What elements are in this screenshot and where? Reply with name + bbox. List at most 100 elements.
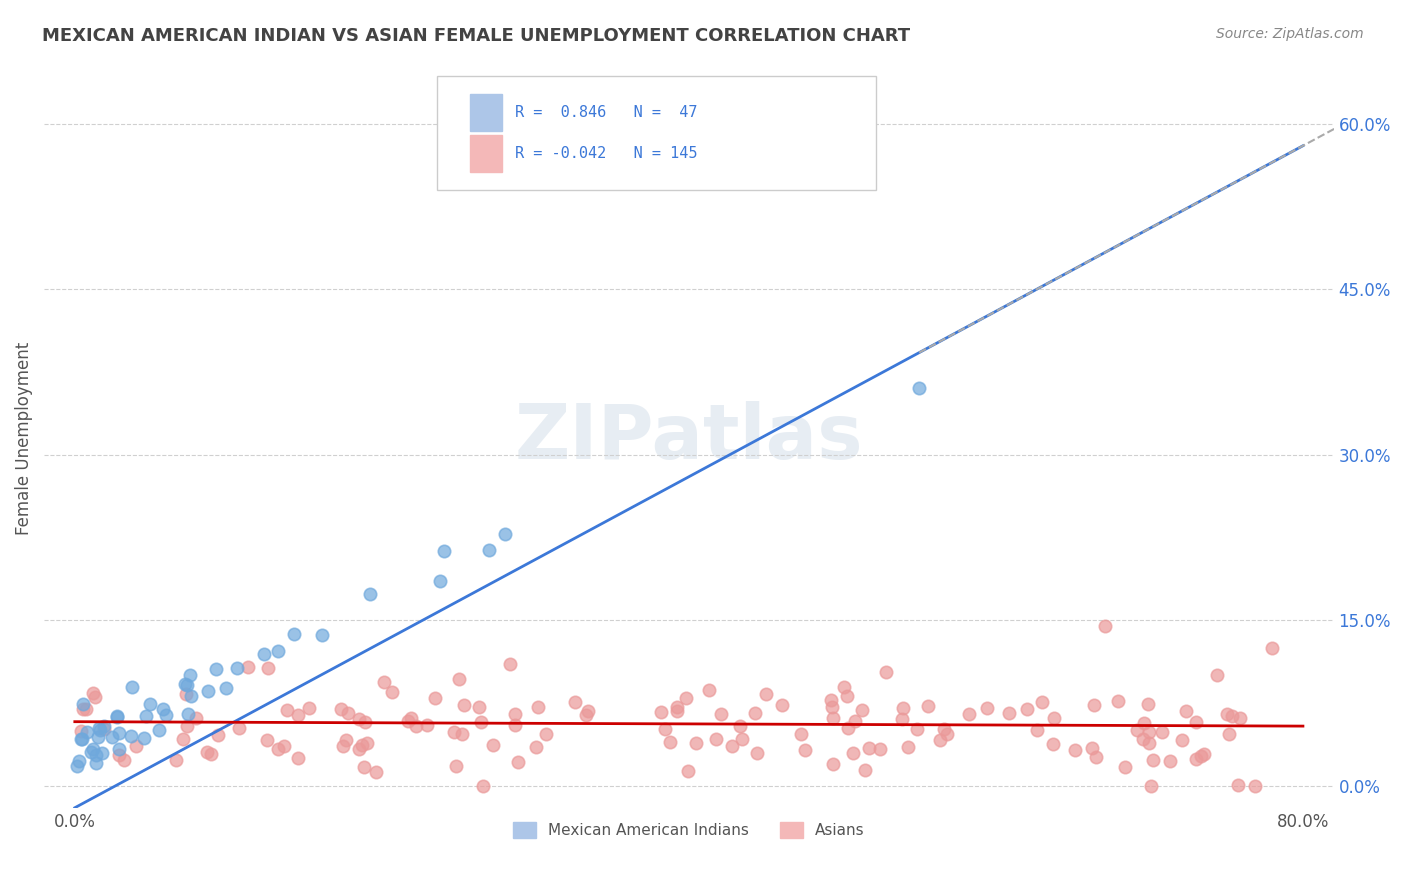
Point <box>347 712 370 726</box>
Point <box>564 695 586 709</box>
Point <box>957 707 980 722</box>
Point <box>256 733 278 747</box>
Point <box>470 715 492 730</box>
Point <box>93 722 115 736</box>
Point <box>997 706 1019 721</box>
Point <box>444 758 467 772</box>
Point <box>527 700 550 714</box>
Point <box>287 751 309 765</box>
Point <box>1216 707 1239 722</box>
Point <box>468 700 491 714</box>
Point <box>195 745 218 759</box>
Point <box>676 764 699 779</box>
Point <box>80 745 103 759</box>
Point <box>172 731 194 746</box>
Point <box>841 747 863 761</box>
Point <box>1184 714 1206 729</box>
Point <box>1043 711 1066 725</box>
Point <box>84 748 107 763</box>
Point <box>283 627 305 641</box>
Point <box>721 739 744 753</box>
Point <box>89 722 111 736</box>
Point <box>820 693 842 707</box>
Point <box>706 731 728 746</box>
Point <box>335 733 357 747</box>
Point <box>207 728 229 742</box>
Point <box>905 722 928 736</box>
Point <box>917 699 939 714</box>
Point <box>257 660 280 674</box>
FancyBboxPatch shape <box>437 76 876 191</box>
Point <box>155 707 177 722</box>
Point <box>350 738 373 752</box>
Point <box>447 672 470 686</box>
Point <box>499 657 522 672</box>
Point <box>844 714 866 728</box>
Point <box>891 712 914 726</box>
Point <box>730 731 752 746</box>
Point <box>1192 747 1215 762</box>
Point <box>125 739 148 753</box>
Point <box>267 644 290 658</box>
Point <box>1083 698 1105 713</box>
Point <box>891 700 914 714</box>
Point <box>112 753 135 767</box>
Point <box>453 698 475 713</box>
Point <box>744 706 766 720</box>
Point <box>793 743 815 757</box>
Point <box>82 686 104 700</box>
Point <box>534 727 557 741</box>
Legend: Mexican American Indians, Asians: Mexican American Indians, Asians <box>508 816 870 845</box>
Point <box>851 703 873 717</box>
Bar <box>470 135 502 172</box>
Point <box>1015 702 1038 716</box>
Point <box>1152 724 1174 739</box>
Point <box>728 719 751 733</box>
Point <box>1227 778 1250 792</box>
Point <box>1137 725 1160 739</box>
Point <box>482 738 505 752</box>
Point <box>267 742 290 756</box>
Point <box>665 704 688 718</box>
Point <box>108 742 131 756</box>
Point <box>472 779 495 793</box>
Point <box>932 723 955 737</box>
Point <box>176 706 198 721</box>
Point <box>215 681 238 695</box>
Point <box>1094 619 1116 633</box>
Point <box>148 723 170 738</box>
Point <box>1218 726 1240 740</box>
Point <box>276 703 298 717</box>
Point <box>174 677 197 691</box>
Point <box>87 730 110 744</box>
Point <box>659 735 682 749</box>
Point <box>238 660 260 674</box>
Point <box>1171 733 1194 747</box>
Point <box>138 697 160 711</box>
Point <box>1064 743 1087 757</box>
Point <box>253 647 276 661</box>
Point <box>654 722 676 736</box>
Text: Source: ZipAtlas.com: Source: ZipAtlas.com <box>1216 27 1364 41</box>
Bar <box>470 95 502 131</box>
Text: R =  0.846   N =  47: R = 0.846 N = 47 <box>515 105 697 120</box>
Point <box>1136 697 1159 711</box>
Point <box>179 668 201 682</box>
Point <box>1085 750 1108 764</box>
Point <box>1132 715 1154 730</box>
Point <box>105 710 128 724</box>
Point <box>908 382 931 396</box>
Point <box>105 708 128 723</box>
Point <box>70 723 93 738</box>
Point <box>837 689 859 703</box>
Point <box>665 699 688 714</box>
Point <box>176 719 198 733</box>
Point <box>429 574 451 588</box>
Point <box>336 706 359 720</box>
Point <box>823 756 845 771</box>
Point <box>416 718 439 732</box>
Point <box>356 736 378 750</box>
Point <box>875 665 897 680</box>
Point <box>1031 695 1053 709</box>
Point <box>75 702 97 716</box>
